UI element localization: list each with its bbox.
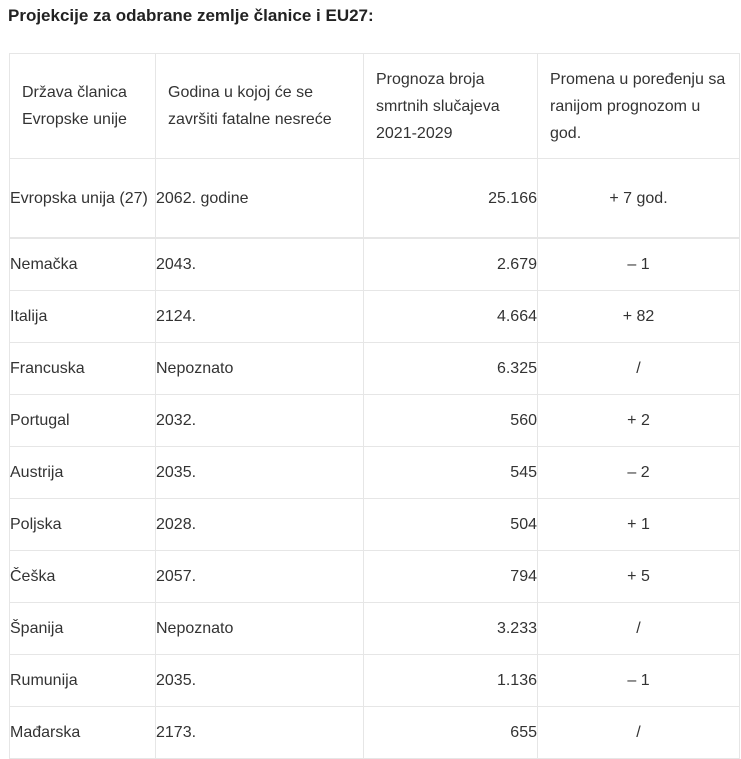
cell-forecast: 6.325 <box>363 342 538 395</box>
cell-country: Evropska unija (27) <box>9 158 156 239</box>
cell-change: – 1 <box>537 654 740 707</box>
cell-change: + 82 <box>537 290 740 343</box>
cell-change: – 2 <box>537 446 740 499</box>
table-row: Češka 2057. 794 + 5 <box>9 550 740 603</box>
cell-country: Češka <box>9 550 156 603</box>
cell-forecast: 545 <box>363 446 538 499</box>
cell-year: 2057. <box>155 550 364 603</box>
cell-change: + 7 god. <box>537 158 740 239</box>
table-row: Italija 2124. 4.664 + 82 <box>9 290 740 343</box>
cell-year: 2062. godine <box>155 158 364 239</box>
table-row: Portugal 2032. 560 + 2 <box>9 394 740 447</box>
cell-forecast: 504 <box>363 498 538 551</box>
cell-change: – 1 <box>537 237 740 291</box>
table-row: Španija Nepoznato 3.233 / <box>9 602 740 655</box>
cell-forecast: 655 <box>363 706 538 759</box>
table-row: Mađarska 2173. 655 / <box>9 706 740 759</box>
cell-country: Portugal <box>9 394 156 447</box>
cell-change: / <box>537 602 740 655</box>
table-row: Francuska Nepoznato 6.325 / <box>9 342 740 395</box>
cell-country: Francuska <box>9 342 156 395</box>
cell-year: 2032. <box>155 394 364 447</box>
cell-forecast: 794 <box>363 550 538 603</box>
cell-year: Nepoznato <box>155 602 364 655</box>
cell-year: 2124. <box>155 290 364 343</box>
header-year: Godina u kojoj će se završiti fatalne ne… <box>155 53 364 159</box>
cell-year: 2173. <box>155 706 364 759</box>
table-row: Nemačka 2043. 2.679 – 1 <box>9 237 740 291</box>
cell-forecast: 560 <box>363 394 538 447</box>
header-forecast: Prognoza broja smrtnih slučajeva 2021-20… <box>363 53 538 159</box>
cell-country: Austrija <box>9 446 156 499</box>
cell-change: / <box>537 706 740 759</box>
table-row: Evropska unija (27) 2062. godine 25.166 … <box>9 158 740 239</box>
page-title: Projekcije za odabrane zemlje članice i … <box>8 6 374 25</box>
cell-year: Nepoznato <box>155 342 364 395</box>
cell-forecast: 1.136 <box>363 654 538 707</box>
cell-change: + 5 <box>537 550 740 603</box>
cell-year: 2035. <box>155 654 364 707</box>
cell-year: 2028. <box>155 498 364 551</box>
cell-year: 2043. <box>155 237 364 291</box>
projections-table: Država članica Evropske unije Godina u k… <box>9 53 740 759</box>
table-row: Poljska 2028. 504 + 1 <box>9 498 740 551</box>
header-country: Država članica Evropske unije <box>9 53 156 159</box>
cell-change: + 1 <box>537 498 740 551</box>
cell-change: + 2 <box>537 394 740 447</box>
cell-country: Mađarska <box>9 706 156 759</box>
cell-forecast: 3.233 <box>363 602 538 655</box>
cell-forecast: 25.166 <box>363 158 538 239</box>
header-change: Promena u poređenju sa ranijom prognozom… <box>537 53 740 159</box>
cell-change: / <box>537 342 740 395</box>
cell-country: Rumunija <box>9 654 156 707</box>
table-body: Evropska unija (27) 2062. godine 25.166 … <box>9 158 740 759</box>
cell-country: Nemačka <box>9 237 156 291</box>
cell-country: Poljska <box>9 498 156 551</box>
cell-year: 2035. <box>155 446 364 499</box>
cell-country: Španija <box>9 602 156 655</box>
cell-forecast: 2.679 <box>363 237 538 291</box>
header-row: Država članica Evropske unije Godina u k… <box>9 53 740 159</box>
cell-country: Italija <box>9 290 156 343</box>
table-header: Država članica Evropske unije Godina u k… <box>9 53 740 159</box>
table-row: Rumunija 2035. 1.136 – 1 <box>9 654 740 707</box>
cell-forecast: 4.664 <box>363 290 538 343</box>
table-row: Austrija 2035. 545 – 2 <box>9 446 740 499</box>
